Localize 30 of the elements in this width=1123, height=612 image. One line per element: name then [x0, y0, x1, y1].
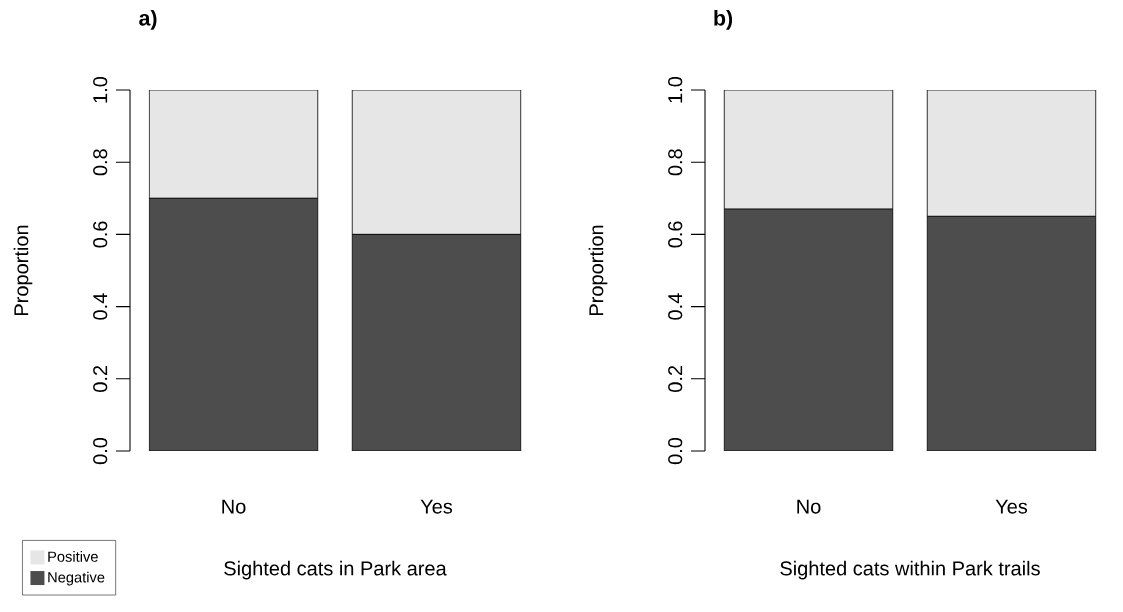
x-tick-label: No — [222, 499, 246, 514]
y-tick-label: 0.0 — [93, 437, 108, 465]
y-axis-title: Proportion — [588, 225, 608, 316]
x-axis-title: Sighted cats in Park area — [224, 560, 447, 580]
bar — [351, 234, 522, 451]
y-tick-label: 0.6 — [668, 221, 683, 248]
bar — [148, 197, 319, 451]
chart-title: a) — [139, 9, 157, 30]
x-axis-title: Sighted cats within Park trails — [780, 560, 1040, 580]
y-tick-label: 0.0 — [668, 437, 683, 465]
y-tick-label: 0.6 — [93, 221, 108, 248]
y-tick-label: 1.0 — [93, 76, 108, 103]
bar — [926, 90, 1097, 217]
x-tick-label: Yes — [420, 499, 453, 514]
x-tick-label: No — [797, 499, 821, 514]
bar — [926, 215, 1097, 451]
legend-label: Negative — [48, 571, 105, 586]
x-tick-label: Yes — [995, 499, 1028, 514]
bar — [723, 90, 894, 210]
legend-label: Positive — [48, 551, 98, 562]
y-tick-label: 0.2 — [668, 365, 683, 392]
chart-title: b) — [714, 9, 733, 30]
y-tick-label: 1.0 — [668, 76, 683, 103]
y-tick-label: 0.8 — [668, 149, 683, 176]
y-tick-label: 0.4 — [668, 293, 683, 320]
y-tick-label: 0.8 — [93, 149, 108, 176]
y-axis-title: Proportion — [13, 225, 33, 316]
y-tick-label: 0.4 — [93, 293, 108, 320]
bar — [723, 208, 894, 451]
y-tick-label: 0.2 — [93, 365, 108, 392]
